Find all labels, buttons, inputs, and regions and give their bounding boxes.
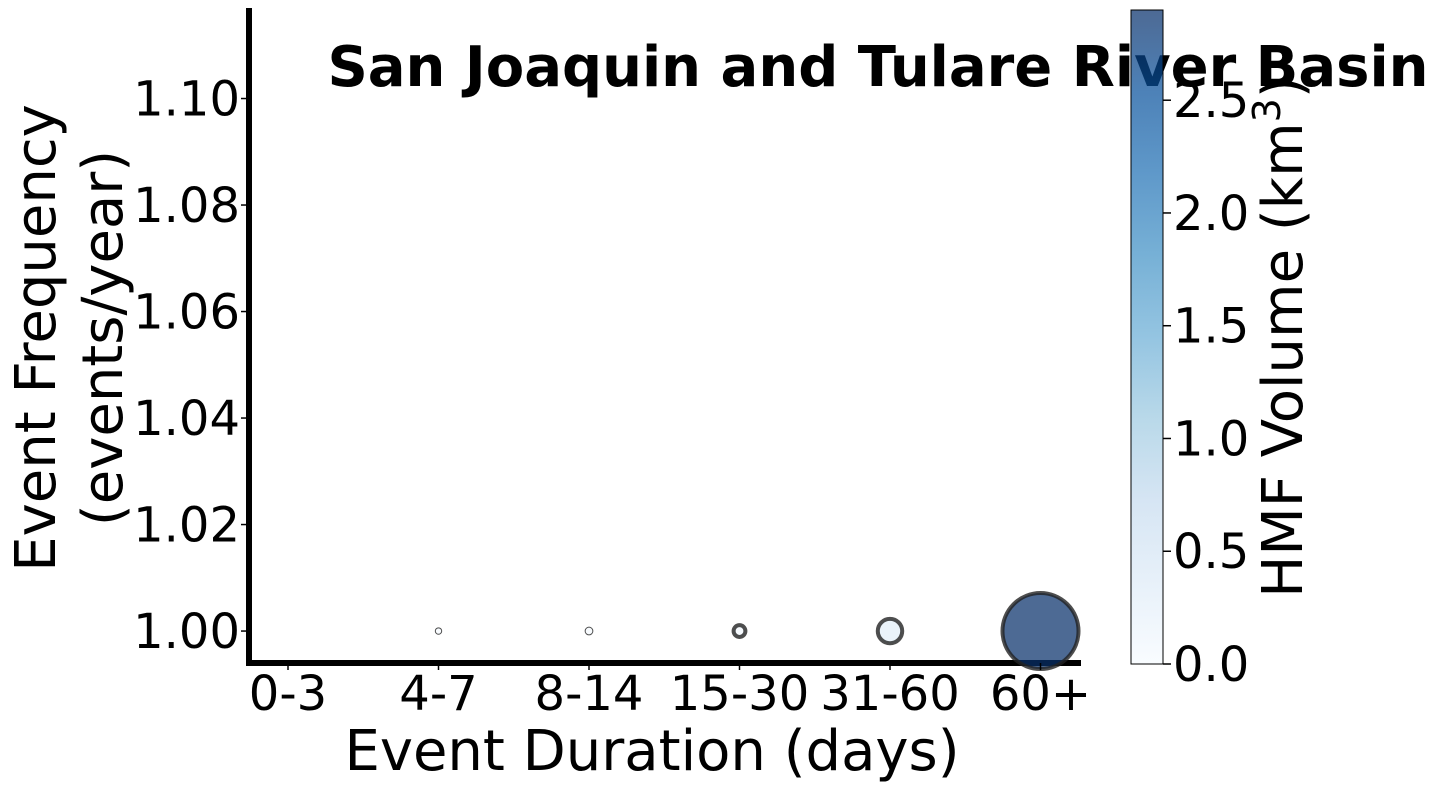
x-tick-label: 31-60 — [820, 666, 959, 722]
x-tick-label: 15-30 — [670, 666, 809, 722]
y-tick-label: 1.04 — [133, 391, 240, 447]
y-tick-label: 1.10 — [133, 72, 240, 128]
scatter-point — [584, 626, 594, 636]
x-tick-label: 4-7 — [399, 666, 477, 722]
y-tick-label: 1.00 — [133, 604, 240, 660]
scatter-points — [434, 591, 1081, 672]
colorbar-ticks: 0.0 0.5 1.0 1.5 2.0 2.5 — [1163, 73, 1249, 693]
colorbar-tick-label: 1.5 — [1173, 299, 1249, 355]
scatter-point — [875, 616, 905, 646]
x-tick-label: 60+ — [990, 666, 1091, 722]
colorbar-label: HMF Volume (km3) — [1245, 76, 1316, 597]
y-tick-label: 1.02 — [133, 498, 240, 554]
y-tick-label: 1.06 — [133, 285, 240, 341]
colorbar-tick-label: 2.5 — [1173, 73, 1249, 129]
colorbar: 0.0 0.5 1.0 1.5 2.0 2.5 HMF Volume (km3) — [1130, 9, 1316, 693]
chart-title: San Joaquin and Tulare River Basin — [327, 35, 1428, 100]
scatter-point — [1000, 591, 1081, 672]
y-tick-label: 1.08 — [133, 178, 240, 234]
x-tick-label: 0-3 — [249, 666, 327, 722]
colorbar-gradient — [1130, 9, 1164, 665]
x-tick-label: 8-14 — [535, 666, 644, 722]
colorbar-tick-label: 0.5 — [1173, 524, 1249, 580]
y-axis-label-line2: (events/year) — [71, 150, 136, 526]
y-axis-label-line1: Event Frequency — [4, 104, 69, 572]
colorbar-tick-label: 1.0 — [1173, 411, 1249, 467]
plot-area — [246, 8, 1081, 666]
colorbar-tick-label: 2.0 — [1173, 186, 1249, 242]
y-axis-ticks: 1.00 1.02 1.04 1.06 1.08 1.10 — [133, 72, 249, 660]
scatter-point — [731, 623, 748, 639]
x-axis-label: Event Duration (days) — [344, 719, 959, 784]
x-axis-ticks: 0-3 4-7 8-14 15-30 31-60 60+ — [249, 663, 1091, 722]
colorbar-tick-label: 0.0 — [1173, 637, 1249, 693]
scatter-point — [434, 627, 443, 635]
